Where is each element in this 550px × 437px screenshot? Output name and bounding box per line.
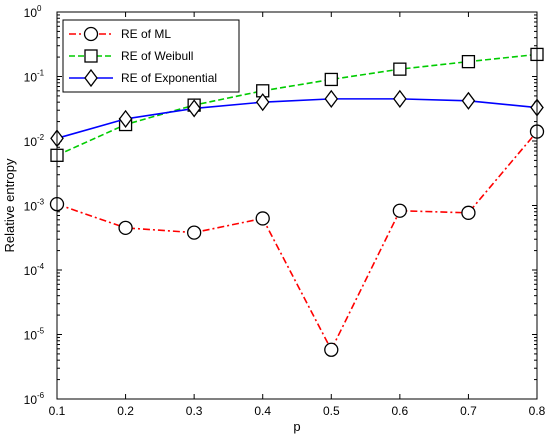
data-point-weibull bbox=[393, 62, 407, 76]
data-point-ml bbox=[392, 203, 408, 218]
legend-marker-ml bbox=[83, 26, 99, 42]
x-tick-label: 0.8 bbox=[529, 404, 546, 418]
y-tick-exponent: -3 bbox=[37, 198, 45, 207]
legend-label-exponential: RE of Exponential bbox=[121, 71, 217, 85]
y-tick-label: 10 bbox=[24, 135, 38, 149]
series-line-exponential bbox=[56, 98, 538, 140]
x-tick-label: 0.4 bbox=[254, 404, 271, 418]
data-point-ml bbox=[461, 205, 476, 220]
y-tick-label: 10 bbox=[24, 71, 38, 85]
data-point-weibull bbox=[324, 72, 338, 87]
y-tick-exponent: 0 bbox=[37, 4, 42, 13]
data-point-ml bbox=[324, 342, 339, 357]
y-tick-exponent: -1 bbox=[37, 69, 45, 78]
x-tick-label: 0.1 bbox=[49, 404, 66, 418]
y-tick-exponent: -5 bbox=[37, 327, 45, 336]
legend: RE of ML RE of Weibull RE of Exponential bbox=[62, 19, 240, 93]
legend-marker-exponential bbox=[84, 68, 98, 88]
y-tick-label: 10 bbox=[24, 6, 38, 20]
data-point-ml bbox=[255, 211, 270, 226]
data-point-weibull bbox=[461, 54, 476, 69]
legend-label-weibull: RE of Weibull bbox=[121, 49, 193, 63]
data-point-exponential bbox=[255, 93, 270, 112]
y-tick-exponent: -6 bbox=[37, 391, 45, 400]
data-point-ml bbox=[186, 225, 202, 240]
x-tick-label: 0.3 bbox=[186, 404, 203, 418]
x-tick-label: 0.7 bbox=[460, 404, 477, 418]
y-axis-label: Relative entropy bbox=[2, 158, 17, 252]
y-tick-label: 10 bbox=[24, 200, 38, 214]
y-tick-label: 10 bbox=[24, 393, 38, 407]
data-point-ml bbox=[118, 220, 133, 236]
legend-label-ml: RE of ML bbox=[121, 27, 171, 41]
series-line-ml bbox=[56, 131, 538, 352]
y-tick-exponent: -4 bbox=[37, 262, 45, 271]
data-point-exponential bbox=[461, 91, 476, 110]
legend-marker-weibull bbox=[84, 49, 98, 63]
x-tick-label: 0.6 bbox=[392, 404, 409, 418]
data-point-exponential bbox=[187, 99, 201, 118]
x-axis-label: p bbox=[293, 419, 300, 434]
y-tick-exponent: -2 bbox=[37, 133, 45, 142]
data-point-exponential bbox=[324, 89, 339, 108]
y-tick-label: 10 bbox=[24, 329, 38, 343]
x-tick-label: 0.2 bbox=[117, 404, 134, 418]
series-ml bbox=[49, 124, 545, 357]
x-tick-label: 0.5 bbox=[323, 404, 340, 418]
y-tick-label: 10 bbox=[24, 264, 38, 278]
plot-frame bbox=[56, 11, 538, 400]
data-point-exponential bbox=[118, 109, 133, 128]
data-point-exponential bbox=[393, 89, 407, 108]
